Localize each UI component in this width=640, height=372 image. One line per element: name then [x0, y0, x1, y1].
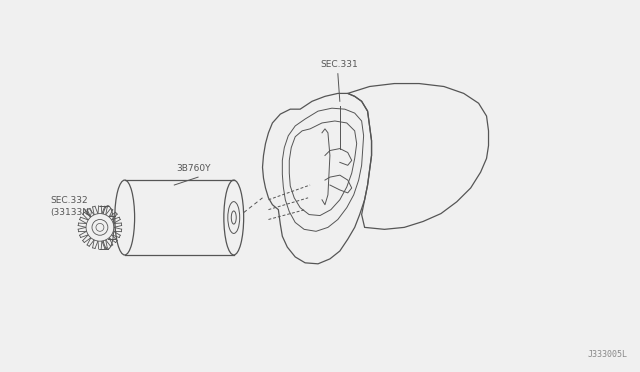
- Circle shape: [96, 224, 104, 231]
- Ellipse shape: [224, 180, 244, 255]
- Ellipse shape: [115, 180, 134, 255]
- Circle shape: [86, 214, 114, 241]
- Ellipse shape: [231, 211, 236, 224]
- Text: 3B760Y: 3B760Y: [176, 164, 211, 173]
- Text: SEC.332
(33133N): SEC.332 (33133N): [51, 196, 93, 217]
- Text: SEC.331: SEC.331: [320, 60, 358, 69]
- Ellipse shape: [102, 206, 114, 249]
- Ellipse shape: [228, 202, 240, 234]
- Circle shape: [92, 219, 108, 235]
- Text: J333005L: J333005L: [588, 350, 627, 359]
- Bar: [125, 180, 234, 255]
